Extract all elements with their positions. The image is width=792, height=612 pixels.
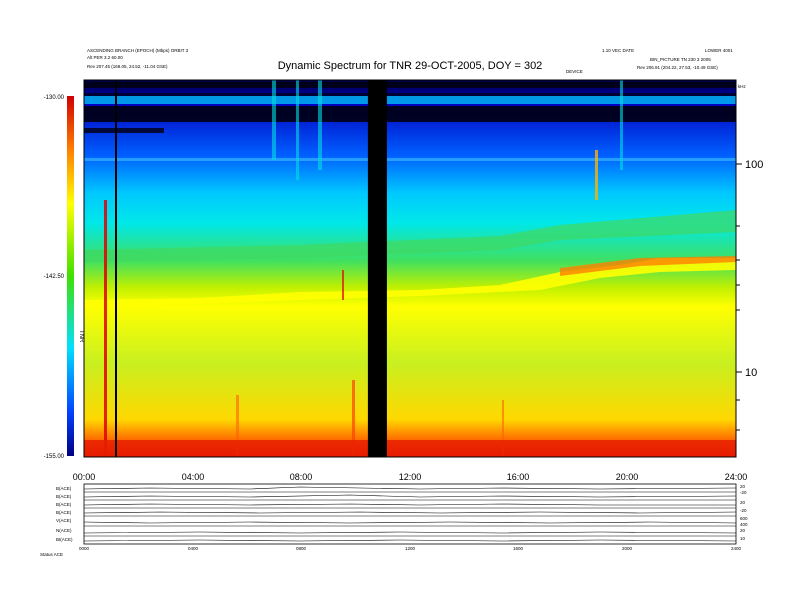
plasma-line-hot	[560, 256, 736, 276]
x-tick-1: 04:00	[182, 472, 205, 482]
colorbar-tick-bottom: -155.00	[44, 454, 65, 460]
header-left-line-3: Rev 207.45 (169.05, 24.52, -11.04 GSE)	[87, 64, 168, 69]
green-region	[84, 210, 736, 262]
panel-right-tick-6: 400	[740, 522, 748, 527]
header-right-line-4: Rev 206.91 (204.22, 27.53, -10.49 GSE)	[637, 65, 718, 70]
burst-8	[296, 80, 299, 180]
gap-line	[115, 80, 117, 457]
trace-5	[83, 521, 737, 524]
burst-1	[104, 200, 107, 455]
dark-segment-left	[84, 128, 164, 133]
panel-right-tick-2: -20	[740, 490, 747, 495]
cyan-band	[84, 96, 736, 104]
panel-right-tick-3: 20	[740, 500, 746, 505]
trace-1	[83, 486, 737, 490]
top-dark-band-3	[84, 106, 736, 122]
colorbar	[67, 96, 74, 456]
y-tick-100: 100	[745, 159, 763, 171]
header-mid: DEVICE	[566, 69, 583, 74]
panel-label-5: V(ACE)	[56, 518, 72, 523]
colorbar-label: TNR	[78, 330, 84, 343]
panel-right-tick-8: 10	[740, 536, 746, 541]
header-left-line-1: ASCENDING BRANCH (EPOCH) (Mbps) ORBIT 3	[87, 48, 189, 53]
panel-right-tick-7: 20	[740, 528, 746, 533]
panel-time-5: 2000	[622, 546, 633, 551]
burst-9	[318, 80, 322, 170]
header-right-line-2: LOWER 4001	[705, 48, 733, 53]
y-unit-label: kHz	[738, 84, 746, 89]
panels-frame	[83, 483, 737, 545]
burst-5	[502, 400, 504, 455]
panel-time-6: 2400	[731, 546, 742, 551]
x-tick-6: 24:00	[725, 472, 748, 482]
panel-right-tick-1: 20	[740, 484, 746, 489]
panel-time-0: 0000	[79, 546, 90, 551]
panel-label-6: N(ACE)	[56, 528, 72, 533]
y-axis-right: 100 10 kHz	[736, 84, 763, 431]
panel-label-1: B(ACE)	[56, 486, 72, 491]
trace-6	[83, 531, 737, 534]
x-tick-0: 00:00	[73, 472, 96, 482]
colorbar-tick-mid: -142.50	[44, 274, 65, 280]
trace-3	[83, 503, 736, 506]
header-left-line-2: Alt PER 3.2 60.00	[87, 55, 123, 60]
ace-panels: B(ACE) B(ACE) B(ACE) B(ACE) V(ACE) N(ACE…	[40, 483, 748, 557]
panel-right-tick-4: -20	[740, 508, 747, 513]
spectrogram-frame	[83, 79, 737, 458]
trace-7	[83, 539, 737, 542]
burst-4	[236, 395, 239, 455]
panel-time-3: 1200	[405, 546, 416, 551]
data-gap	[367, 80, 387, 457]
bottom-hot-strip	[84, 440, 736, 457]
panel-footer: Status ACE	[40, 552, 63, 557]
spectrogram-panel	[83, 79, 737, 458]
panel-time-1: 0400	[188, 546, 199, 551]
burst-6	[595, 150, 598, 200]
burst-3	[352, 380, 355, 455]
header-right-line-1: 1.10 VEC DATE	[602, 48, 634, 53]
burst-10	[620, 80, 623, 170]
x-axis: 00:00 04:00 08:00 12:00 16:00 20:00 24:0…	[73, 472, 748, 482]
panel-label-7: Bt(ACE)	[56, 537, 73, 542]
chart-title: Dynamic Spectrum for TNR 29-OCT-2005, DO…	[278, 60, 543, 72]
panel-time-2: 0800	[296, 546, 307, 551]
burst-7	[272, 80, 276, 160]
burst-2	[342, 270, 344, 300]
y-tick-10: 10	[745, 367, 757, 379]
colorbar-tick-top: -130.00	[44, 95, 65, 101]
x-tick-4: 16:00	[507, 472, 530, 482]
panel-label-3: B(ACE)	[56, 502, 72, 507]
x-tick-3: 12:00	[399, 472, 422, 482]
header-right-line-3: BIN_PICTURE TN 230 3 2005	[650, 57, 711, 62]
trace-4	[83, 511, 737, 514]
x-tick-2: 08:00	[290, 472, 313, 482]
trace-2	[83, 494, 737, 498]
top-dark-band-1	[84, 82, 736, 88]
x-tick-5: 20:00	[616, 472, 639, 482]
panel-label-2: B(ACE)	[56, 494, 72, 499]
panel-right-tick-5: 600	[740, 516, 748, 521]
top-dark-band-2	[84, 93, 736, 96]
panel-time-4: 1600	[513, 546, 524, 551]
panel-label-4: B(ACE)	[56, 510, 72, 515]
band-100khz	[84, 158, 736, 161]
